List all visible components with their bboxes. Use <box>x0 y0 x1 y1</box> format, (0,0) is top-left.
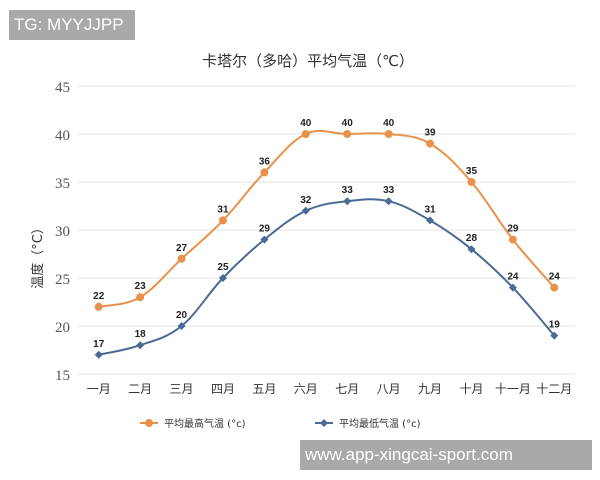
y-tick-label: 40 <box>55 128 70 144</box>
data-point-marker <box>508 235 517 244</box>
data-point-marker <box>218 216 227 225</box>
series-line-0 <box>98 129 556 308</box>
x-tick-label: 九月 <box>418 382 442 396</box>
data-point-marker <box>94 350 103 359</box>
watermark-top: TG: MYYJJPP <box>9 10 135 40</box>
data-label: 36 <box>259 156 271 167</box>
chart-title: 卡塔尔（多哈）平均气温（℃） <box>202 52 414 70</box>
data-label: 25 <box>217 262 229 273</box>
data-label: 35 <box>466 166 478 177</box>
y-tick-label: 35 <box>55 176 70 192</box>
data-point-marker <box>426 139 435 148</box>
data-point-marker <box>426 216 435 225</box>
data-point-marker <box>320 419 328 427</box>
x-tick-label: 五月 <box>252 382 276 396</box>
data-point-marker <box>136 293 145 302</box>
legend-label: 平均最高气温 (°c) <box>164 417 246 430</box>
x-tick-label: 十一月 <box>495 382 531 396</box>
data-point-marker <box>218 274 227 282</box>
data-label: 40 <box>300 118 312 129</box>
data-label: 32 <box>300 195 312 206</box>
data-label: 24 <box>549 272 561 283</box>
y-tick-label: 20 <box>55 320 70 336</box>
data-point-marker <box>260 168 269 177</box>
data-label: 17 <box>93 339 105 350</box>
y-tick-label: 15 <box>55 368 70 384</box>
data-label: 18 <box>135 329 147 340</box>
data-point-marker <box>343 130 352 138</box>
data-label: 29 <box>259 224 271 235</box>
data-label: 31 <box>217 204 229 215</box>
data-label: 33 <box>383 185 395 196</box>
data-point-marker <box>343 197 352 206</box>
x-tick-label: 三月 <box>170 382 194 396</box>
y-tick-label: 25 <box>55 272 70 288</box>
x-tick-label: 八月 <box>377 382 401 396</box>
data-label: 29 <box>507 224 519 235</box>
series-line-1 <box>98 198 556 356</box>
x-tick-label: 四月 <box>211 382 235 396</box>
data-label: 28 <box>466 233 478 244</box>
data-label: 20 <box>176 310 188 321</box>
data-point-marker <box>467 245 476 254</box>
data-point-marker <box>384 197 393 206</box>
x-tick-label: 六月 <box>294 382 318 396</box>
data-label: 27 <box>176 243 188 254</box>
data-label: 39 <box>424 128 436 139</box>
data-point-marker <box>94 302 103 311</box>
data-point-marker <box>260 235 269 244</box>
y-axis-label: 温度（°C） <box>30 221 46 289</box>
data-label: 31 <box>424 204 436 215</box>
legend-label: 平均最低气温 (°c) <box>339 417 421 430</box>
data-label: 40 <box>342 118 354 129</box>
data-point-marker <box>384 130 393 138</box>
data-point-marker <box>550 331 559 340</box>
data-point-marker <box>177 254 186 263</box>
data-point-marker <box>467 178 476 186</box>
data-label: 24 <box>507 272 519 283</box>
x-tick-label: 一月 <box>87 382 111 396</box>
x-tick-label: 十月 <box>459 382 483 396</box>
data-point-marker <box>136 341 145 350</box>
data-point-marker <box>145 419 153 427</box>
x-tick-label: 二月 <box>128 382 152 396</box>
x-tick-label: 十二月 <box>536 382 572 396</box>
y-tick-label: 30 <box>55 224 70 240</box>
data-point-marker <box>550 283 559 292</box>
data-point-marker <box>301 130 310 138</box>
data-label: 19 <box>549 320 561 331</box>
data-label: 33 <box>342 185 354 196</box>
watermark-bottom: www.app-xingcai-sport.com <box>300 440 592 470</box>
data-point-marker <box>301 206 310 215</box>
data-label: 40 <box>383 118 395 129</box>
y-tick-label: 45 <box>55 80 70 96</box>
data-point-marker <box>508 283 517 292</box>
x-tick-label: 七月 <box>335 382 359 396</box>
data-label: 23 <box>135 281 147 292</box>
data-label: 22 <box>93 291 105 302</box>
data-point-marker <box>177 322 186 330</box>
